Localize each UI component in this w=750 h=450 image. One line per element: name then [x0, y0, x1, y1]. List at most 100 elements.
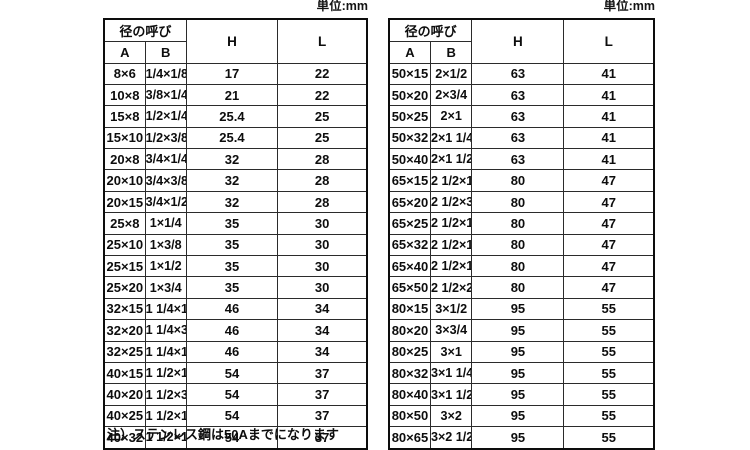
cell-a: 10×8 — [103, 83, 146, 107]
cell-h: 95 — [471, 297, 565, 321]
cell-b: 3×1 1/4 — [429, 361, 473, 385]
table-row: 65×50 2 1/2×2 80 47 — [388, 276, 655, 299]
cell-a: 15×10 — [103, 126, 146, 150]
table-row: 80×40 3×1 1/2 95 55 — [388, 383, 655, 406]
table-row: 32×25 1 1/4×1 46 34 — [103, 340, 368, 363]
table-body-right: 50×15 2×1/2 63 41 50×20 2×3/4 63 41 50×25 2×1 63 41… — [388, 62, 655, 450]
cell-b: 2×1 — [429, 105, 473, 128]
table-body-left: 8×6 1/4×1/8 17 22 10×8 3/8×1/4 21 22 15×8 1/2×1/4… — [103, 62, 368, 450]
cell-l: 28 — [277, 169, 368, 192]
cell-h: 95 — [471, 340, 565, 363]
table-row: 25×20 1×3/4 35 30 — [103, 276, 368, 299]
cell-h: 63 — [471, 105, 565, 128]
table-row: 50×40 2×1 1/2 63 41 — [388, 148, 655, 171]
cell-l: 30 — [277, 233, 368, 257]
cell-h: 54 — [185, 361, 279, 385]
cell-h: 80 — [471, 233, 565, 257]
table-row: 50×20 2×3/4 63 41 — [388, 83, 655, 107]
cell-b: 3/4×3/8 — [144, 169, 187, 192]
cell-l: 47 — [563, 212, 655, 235]
cell-h: 80 — [471, 190, 565, 214]
cell-a: 65×15 — [388, 169, 431, 192]
cell-b: 1 1/4×3/4 — [144, 319, 187, 342]
cell-h: 46 — [185, 340, 279, 363]
cell-b: 2×1 1/2 — [429, 148, 473, 171]
cell-a: 15×8 — [103, 105, 146, 128]
cell-a: 80×50 — [388, 404, 431, 428]
unit-label-right: 単位:mm — [603, 0, 655, 13]
cell-l: 30 — [277, 276, 368, 299]
cell-h: 35 — [185, 276, 279, 299]
cell-l: 55 — [563, 361, 655, 385]
cell-l: 25 — [277, 126, 368, 150]
cell-a: 80×25 — [388, 340, 431, 363]
cell-b: 2 1/2×1 — [429, 212, 473, 235]
cell-b: 1×3/8 — [144, 233, 187, 257]
cell-l: 37 — [277, 361, 368, 385]
cell-h: 25.4 — [185, 105, 279, 128]
cell-l: 41 — [563, 148, 655, 171]
cell-h: 21 — [185, 83, 279, 107]
table-row: 8×6 1/4×1/8 17 22 — [103, 62, 368, 85]
cell-b: 2×1/2 — [429, 62, 473, 85]
cell-a: 40×15 — [103, 361, 146, 385]
cell-b: 2 1/2×1 1/4 — [429, 233, 473, 257]
table-row: 65×322 1/2×1 1/48047 — [388, 233, 655, 257]
header-h: H — [185, 18, 279, 64]
cell-l: 47 — [563, 233, 655, 257]
cell-h: 35 — [185, 233, 279, 257]
cell-a: 40×32 — [103, 426, 146, 450]
cell-l: 37 — [277, 383, 368, 406]
cell-h: 80 — [471, 169, 565, 192]
table-header-right: 径の呼び H L A B — [388, 18, 655, 64]
cell-h: 95 — [471, 404, 565, 428]
cell-h: 80 — [471, 255, 565, 278]
cell-b: 3×2 1/2 — [429, 426, 473, 450]
cell-b: 1/2×3/8 — [144, 126, 187, 150]
header-row-primary: 径の呼び H L — [103, 18, 368, 64]
cell-b: 3/8×1/4 — [144, 83, 187, 107]
cell-a: 32×25 — [103, 340, 146, 363]
cell-h: 63 — [471, 62, 565, 85]
cell-a: 80×15 — [388, 297, 431, 321]
cell-l: 41 — [563, 83, 655, 107]
cell-a: 20×15 — [103, 190, 146, 214]
cell-b: 3×1 1/2 — [429, 383, 473, 406]
cell-l: 55 — [563, 319, 655, 342]
cell-l: 22 — [277, 83, 368, 107]
cell-a: 80×32 — [388, 361, 431, 385]
cell-b: 1/4×1/8 — [144, 62, 187, 85]
cell-b: 1 1/4×1/2 — [144, 297, 187, 321]
cell-l: 37 — [277, 426, 368, 450]
header-diameter-designation: 径の呼び — [103, 18, 187, 42]
cell-a: 32×20 — [103, 319, 146, 342]
cell-b: 3×2 — [429, 404, 473, 428]
cell-h: 63 — [471, 83, 565, 107]
cell-h: 95 — [471, 383, 565, 406]
cell-h: 80 — [471, 276, 565, 299]
cell-h: 54 — [185, 404, 279, 428]
cell-h: 46 — [185, 297, 279, 321]
spec-table-left: 径の呼び H L A B 8×6 1/4×1/8 17 22 10×8 3/8×1/4 21… — [103, 17, 368, 450]
cell-h: 32 — [185, 190, 279, 214]
cell-l: 47 — [563, 276, 655, 299]
cell-b: 2×3/4 — [429, 83, 473, 107]
cell-l: 37 — [277, 404, 368, 428]
cell-b: 1/2×1/4 — [144, 105, 187, 128]
cell-l: 55 — [563, 426, 655, 450]
cell-h: 95 — [471, 426, 565, 450]
header-a: A — [103, 40, 146, 64]
table-row: 25×8 1×1/4 35 30 — [103, 212, 368, 235]
table-row: 80×32 3×1 1/4 95 55 — [388, 361, 655, 385]
table-header-left: 径の呼び H L A B — [103, 18, 368, 64]
table-row: 80×50 3×2 95 55 — [388, 404, 655, 428]
header-a: A — [388, 40, 431, 64]
cell-b: 1×1/2 — [144, 255, 187, 278]
cell-b: 3/4×1/4 — [144, 148, 187, 171]
cell-b: 2 1/2×1/2 — [429, 169, 473, 192]
spec-table-block-right: 単位:mm 径の呼び H L A B 50×15 2×1/2 63 41 50×20 2×… — [388, 0, 655, 450]
table-row: 25×10 1×3/8 35 30 — [103, 233, 368, 257]
cell-a: 65×32 — [388, 233, 431, 257]
